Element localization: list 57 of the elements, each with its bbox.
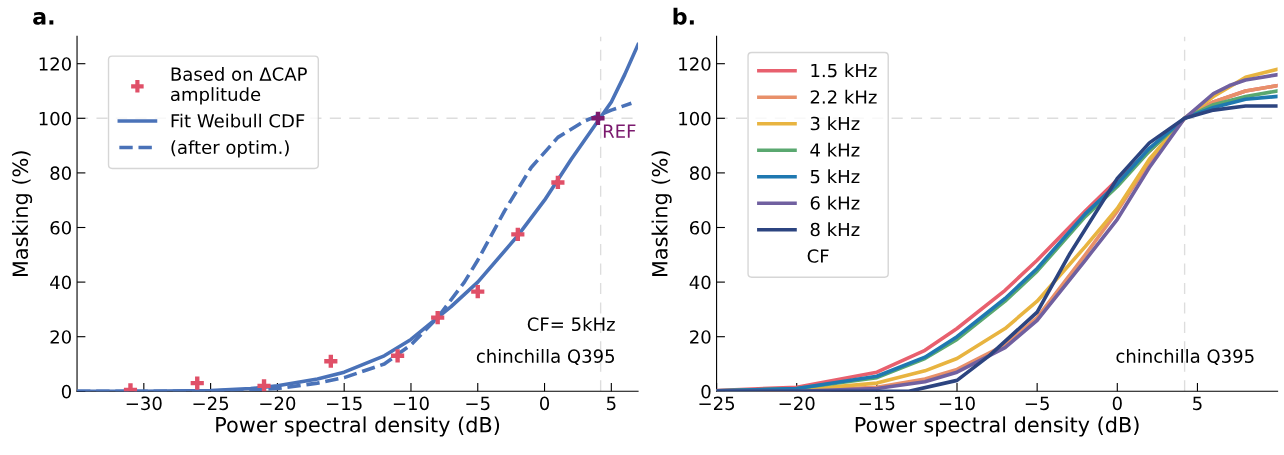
x-tick-label: −20: [260, 396, 296, 411]
point: [257, 379, 271, 392]
y-tick-label: 80: [689, 166, 711, 181]
x-tick-label: −20: [779, 396, 815, 411]
legend-label: 4 kHz: [810, 142, 860, 157]
point: [190, 376, 204, 390]
x-tick-label: −30: [126, 396, 162, 411]
legend-title: CF: [807, 249, 829, 263]
annotation: chinchilla Q395: [1116, 348, 1254, 366]
chart-title: a.: [33, 12, 54, 25]
legend-label: 3 kHz: [810, 116, 860, 131]
x-tick-label: 5: [1193, 396, 1202, 411]
point: [551, 175, 565, 190]
x-tick-label: −15: [327, 396, 362, 411]
x-tick-label: −10: [393, 396, 429, 411]
y-axis-title: Masking (%): [651, 151, 672, 277]
x-axis-title: Power spectral density (dB): [855, 416, 1139, 437]
y-tick-label: 100: [679, 111, 711, 126]
y-tick-label: 120: [39, 57, 71, 71]
x-tick-label: 0: [539, 396, 550, 411]
point: [391, 349, 405, 363]
legend-label: 2.2 kHz: [810, 89, 877, 104]
annotation: chinchilla Q395: [476, 348, 615, 366]
x-tick-label: −25: [193, 396, 229, 411]
legend-label: Fit Weibull CDF: [171, 113, 305, 128]
chart-title: b.: [673, 7, 694, 25]
x-tick-label: −5: [466, 396, 490, 411]
y-tick-label: 40: [50, 275, 71, 290]
point: [591, 111, 605, 125]
y-tick-label: 100: [39, 111, 71, 126]
y-tick-label: 80: [50, 166, 71, 181]
legend-label: Based on ΔCAP amplitude: [170, 66, 307, 105]
point: [511, 227, 525, 241]
x-axis-title: Power spectral density (dB): [216, 416, 500, 437]
legend-label: 6 kHz: [810, 195, 860, 210]
y-tick-label: 0: [61, 384, 71, 399]
legend-label: 5 kHz: [810, 169, 860, 184]
x-tick-label: −10: [939, 396, 975, 411]
legend-label: 1.5 kHz: [811, 63, 877, 78]
legend-label: (after optim.): [171, 140, 289, 158]
annotation: REF: [603, 124, 636, 138]
x-tick-label: −15: [859, 396, 895, 411]
point: [324, 354, 338, 368]
x-tick-label: −5: [1025, 396, 1049, 411]
y-tick-label: 20: [50, 330, 71, 344]
point: [471, 285, 485, 299]
y-tick-label: 120: [679, 57, 711, 71]
legend-label: 8 kHz: [810, 222, 860, 237]
x-tick-label: 0: [1112, 396, 1122, 411]
y-tick-label: 60: [690, 220, 711, 235]
annotation: CF= 5kHz: [527, 317, 615, 332]
y-tick-label: 60: [50, 220, 71, 235]
y-axis-title: Masking (%): [12, 151, 33, 277]
y-tick-label: 40: [689, 275, 711, 290]
y-tick-label: 20: [690, 330, 711, 344]
point: [431, 311, 445, 325]
x-tick-label: 5: [606, 396, 616, 411]
